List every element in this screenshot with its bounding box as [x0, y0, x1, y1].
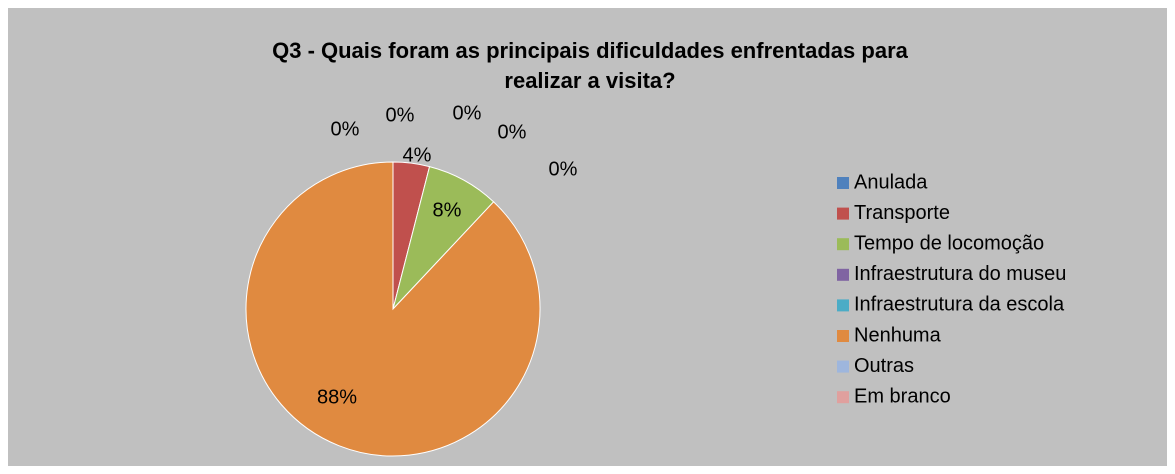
legend-swatch	[837, 177, 849, 189]
background	[8, 8, 1167, 466]
data-label: 0%	[453, 102, 482, 124]
data-label: 88%	[317, 386, 357, 408]
legend-swatch	[837, 360, 849, 373]
data-label: 0%	[331, 118, 360, 140]
legend-label: Anulada	[854, 171, 928, 193]
legend-swatch	[837, 391, 849, 404]
chart-title: Q3 - Quais foram as principais dificulda…	[272, 38, 908, 93]
data-label: 8%	[433, 199, 462, 221]
legend-label: Transporte	[854, 202, 950, 224]
legend-swatch	[837, 207, 849, 220]
data-label: 0%	[498, 121, 527, 143]
data-label: 4%	[403, 144, 432, 166]
legend-label: Em branco	[854, 385, 951, 407]
legend-swatch	[837, 330, 849, 342]
legend-label: Tempo de locomoção	[854, 232, 1044, 254]
data-label: 0%	[386, 104, 415, 126]
legend-label: Infraestrutura do museu	[854, 263, 1066, 285]
data-label: 0%	[549, 158, 578, 180]
legend-swatch	[837, 238, 849, 251]
legend-label: Infraestrutura da escola	[854, 294, 1065, 316]
pie-slice	[245, 161, 541, 457]
legend-swatch	[837, 268, 849, 281]
legend-swatch	[837, 299, 849, 312]
legend-label: Outras	[854, 355, 914, 377]
legend-label: Nenhuma	[854, 324, 942, 346]
